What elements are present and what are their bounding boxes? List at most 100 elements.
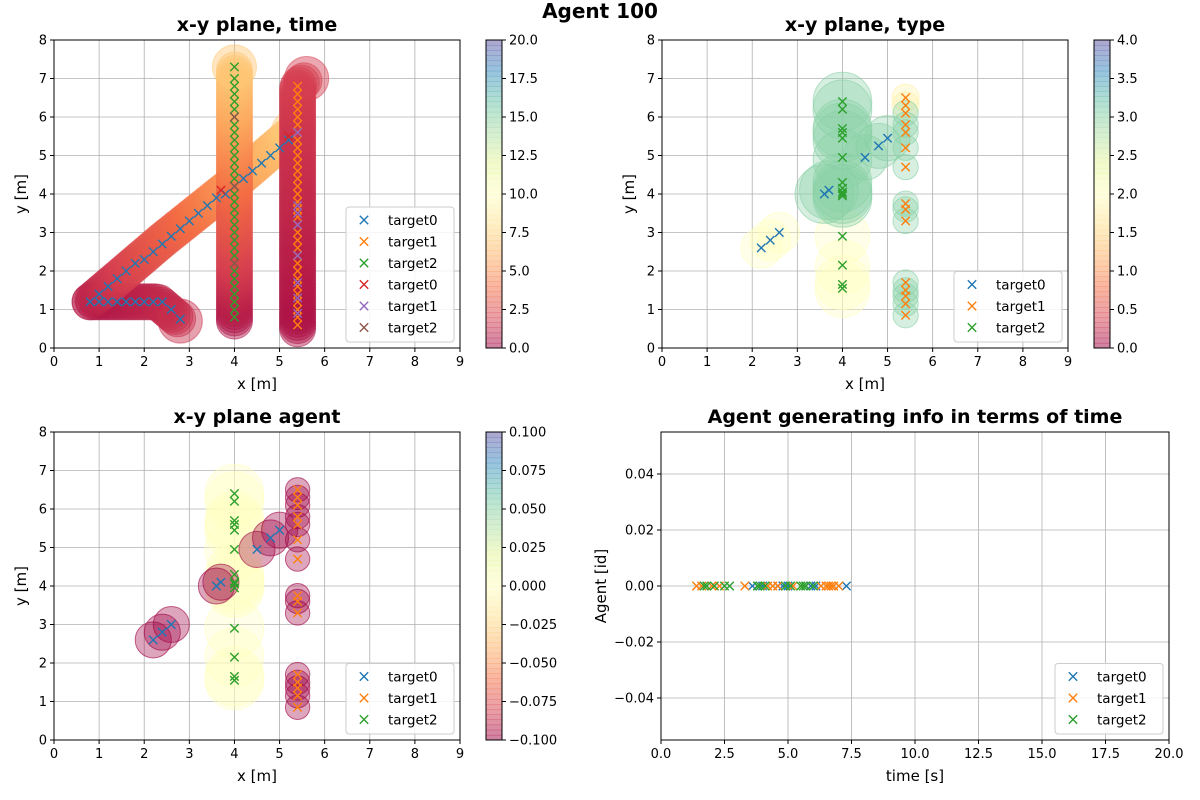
colorbar-step bbox=[486, 503, 502, 510]
y-tick-label: 7 bbox=[647, 72, 655, 87]
point-target1 bbox=[292, 590, 303, 601]
point-target2 bbox=[702, 581, 712, 591]
legend-marker bbox=[359, 693, 369, 703]
colorbar-step bbox=[1094, 40, 1110, 46]
point-target1b bbox=[292, 208, 303, 218]
series-target2 bbox=[229, 488, 240, 686]
colorbar-step bbox=[486, 570, 502, 577]
colorbar-step bbox=[1094, 260, 1110, 267]
point-target1 bbox=[292, 150, 303, 161]
y-tick-label: 3 bbox=[39, 618, 47, 633]
colorbar-step bbox=[1094, 240, 1110, 246]
point-target1 bbox=[292, 669, 303, 680]
colorbar-tick-label: −0.100 bbox=[509, 734, 557, 749]
colorbar-tick-label: 0.050 bbox=[509, 503, 546, 518]
x-tick-label: 0 bbox=[50, 747, 58, 762]
point-target2b bbox=[229, 112, 240, 122]
x-tick-label: 5 bbox=[275, 747, 283, 762]
point-target0 bbox=[841, 581, 852, 591]
plot-area bbox=[691, 581, 852, 591]
colorbar-step bbox=[486, 183, 502, 190]
point-target1 bbox=[292, 158, 303, 168]
point-target1 bbox=[788, 581, 798, 591]
legend-label: target0 bbox=[1097, 670, 1147, 686]
colorbar-step bbox=[1094, 147, 1110, 154]
colorbar-step bbox=[486, 55, 502, 62]
subplot-3: 0 1 2 3 4 5 6 7 8 9 0 1 2 3 4 5 6 7 8 x-y plane agent x [m] y… bbox=[12, 406, 557, 785]
legend-marker bbox=[359, 279, 369, 290]
colorbar-step bbox=[1094, 255, 1110, 262]
point-target0 bbox=[274, 525, 285, 535]
x-tick-label: 7.5 bbox=[841, 747, 862, 762]
colorbar-step bbox=[1094, 96, 1110, 103]
colorbar-step bbox=[486, 194, 502, 200]
colorbar-step bbox=[486, 514, 502, 520]
colorbar-step bbox=[486, 478, 502, 484]
point-target1 bbox=[292, 512, 303, 522]
colorbar-tick-label: 5.0 bbox=[509, 265, 530, 280]
legend-label: target1 bbox=[996, 299, 1046, 315]
y-axis-label: y [m] bbox=[12, 174, 30, 214]
colorbar-step bbox=[486, 668, 502, 674]
x-tick-label: 3 bbox=[185, 355, 193, 370]
point-target1 bbox=[292, 243, 303, 253]
point-target2 bbox=[801, 581, 811, 591]
colorbar-tick-label: 0.000 bbox=[509, 580, 546, 595]
colorbar-step bbox=[1094, 137, 1110, 144]
colorbar-step bbox=[486, 101, 502, 108]
colorbar-step bbox=[1094, 209, 1110, 216]
colorbar-step bbox=[1094, 301, 1110, 308]
colorbar-step bbox=[1094, 327, 1110, 334]
colorbar-step bbox=[486, 693, 502, 700]
colorbar-step bbox=[486, 493, 502, 500]
point-target1 bbox=[900, 277, 911, 288]
point-target2 bbox=[837, 189, 848, 199]
colorbar-step bbox=[486, 483, 502, 489]
legend-marker bbox=[359, 671, 369, 682]
colorbar-step bbox=[486, 580, 502, 587]
y-tick-label: 8 bbox=[647, 34, 655, 49]
point-target2 bbox=[724, 581, 735, 591]
point-target1 bbox=[292, 227, 303, 238]
point-target0 bbox=[112, 274, 122, 284]
x-tick-label: 1 bbox=[95, 355, 103, 370]
y-tick-label: 6 bbox=[39, 111, 47, 126]
point-target0 bbox=[184, 216, 195, 226]
colorbar-step bbox=[1094, 199, 1110, 205]
point-target0 bbox=[139, 297, 149, 307]
colorbar-step bbox=[486, 250, 502, 257]
colorbar-tick-label: 20.0 bbox=[509, 34, 538, 49]
y-tick-label: 1 bbox=[647, 303, 655, 318]
colorbar-step bbox=[486, 586, 502, 592]
colorbar-step bbox=[486, 714, 502, 720]
colorbar-step bbox=[1094, 45, 1110, 51]
colorbar-step bbox=[486, 291, 502, 298]
colorbar-step bbox=[486, 312, 502, 318]
colorbar-step bbox=[1094, 271, 1110, 277]
y-tick-label: 4 bbox=[647, 188, 655, 203]
colorbar-step bbox=[486, 86, 502, 92]
colorbar-step bbox=[486, 555, 502, 561]
y-axis-label: y [m] bbox=[620, 174, 638, 214]
point-target0 bbox=[112, 297, 122, 307]
legend-box bbox=[1054, 663, 1164, 735]
colorbar-tick-label: 0.0 bbox=[509, 342, 530, 357]
y-axis-label: y [m] bbox=[12, 566, 30, 606]
colorbar-step bbox=[486, 642, 502, 649]
colorbar-step bbox=[486, 519, 502, 525]
colorbar-tick-label: 1.0 bbox=[1117, 265, 1138, 280]
y-tick-label: 3 bbox=[647, 226, 655, 241]
point-target1 bbox=[292, 702, 303, 712]
point-target0 bbox=[756, 243, 766, 253]
point-target1 bbox=[292, 304, 303, 315]
colorbar-step bbox=[486, 286, 502, 293]
subplot-title: x-y plane, time bbox=[177, 14, 338, 36]
x-tick-label: 4 bbox=[230, 747, 238, 762]
x-tick-label: 5.0 bbox=[778, 747, 799, 762]
point-target1 bbox=[292, 485, 303, 495]
point-target2 bbox=[229, 250, 240, 261]
point-target1 bbox=[292, 189, 303, 199]
colorbar-step bbox=[486, 565, 502, 572]
colorbar-step bbox=[486, 40, 502, 46]
